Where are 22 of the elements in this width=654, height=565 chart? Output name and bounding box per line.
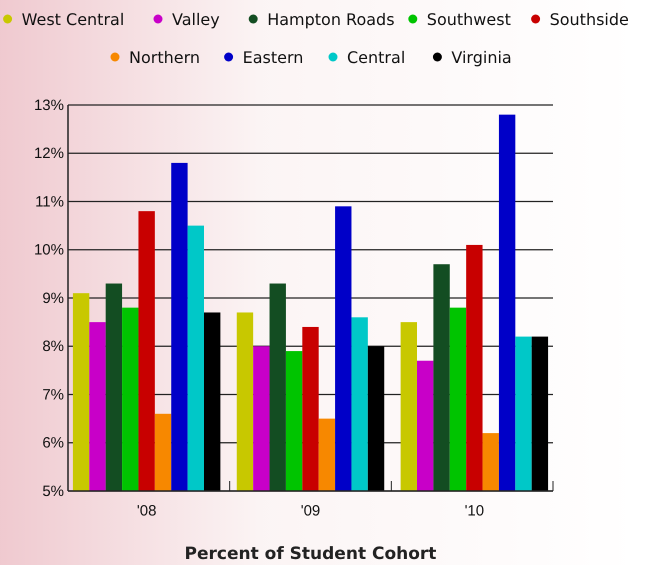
y-tick-label: 9% bbox=[42, 290, 64, 307]
x-tick-label: '09 bbox=[300, 502, 320, 520]
legend-label: West Central bbox=[22, 10, 124, 29]
legend-label: Hampton Roads bbox=[267, 10, 395, 29]
y-tick-label: 6% bbox=[42, 434, 64, 452]
y-tick-label: 10% bbox=[34, 242, 64, 259]
legend-label: Northern bbox=[129, 48, 200, 67]
legend-label: Virginia bbox=[451, 48, 512, 67]
x-tick-label: '10 bbox=[464, 502, 484, 520]
y-tick-label: 13% bbox=[34, 96, 64, 114]
legend-label: Central bbox=[347, 48, 406, 67]
legend-label: Southside bbox=[550, 10, 629, 29]
legend-label: Valley bbox=[172, 10, 220, 29]
y-tick-label: 12% bbox=[34, 145, 64, 162]
y-tick-label: 8% bbox=[42, 338, 64, 356]
x-axis-title: Percent of Student Cohort bbox=[184, 544, 436, 564]
y-tick-label: 7% bbox=[42, 386, 64, 404]
y-tick-label: 11% bbox=[35, 193, 64, 210]
x-tick-label: '08 bbox=[136, 502, 156, 520]
y-tick-label: 5% bbox=[42, 482, 64, 500]
legend-label: Eastern bbox=[242, 48, 304, 67]
legend-label: Southwest bbox=[426, 10, 511, 29]
